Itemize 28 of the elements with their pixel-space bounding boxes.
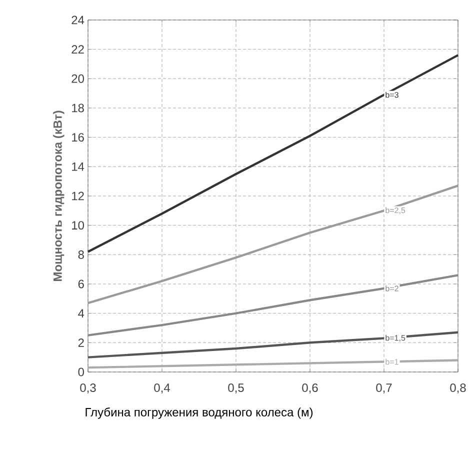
series-label: b=3 — [386, 92, 398, 98]
y-tick-label: 18 — [72, 104, 84, 112]
x-tick-label: 0,8 — [450, 384, 466, 394]
series-label: b=2,5 — [386, 207, 406, 214]
y-tick-label: 14 — [72, 162, 84, 171]
y-tick-label: 24 — [72, 16, 84, 24]
x-axis-title: Глубина погружения водяного колеса (м) — [86, 408, 313, 419]
series-label: b=1 — [386, 358, 398, 365]
y-tick-label: 22 — [72, 45, 84, 54]
y-axis-title: Мощность гидропотока (кВт) — [53, 110, 64, 281]
x-tick-label: 0,4 — [154, 384, 170, 394]
line-series — [86, 54, 460, 253]
x-tick-label: 0,3 — [80, 384, 96, 394]
y-tick-label: 2 — [78, 338, 84, 347]
y-tick-label: 6 — [78, 280, 84, 288]
y-tick-label: 10 — [72, 221, 84, 230]
y-tick-label: 8 — [78, 250, 84, 259]
x-tick-label: 0,6 — [302, 384, 318, 394]
line-series — [86, 274, 460, 336]
x-tick-label: 0,7 — [376, 384, 392, 394]
x-tick-label: 0,5 — [228, 384, 244, 394]
y-tick-label: 16 — [72, 133, 84, 142]
series-label: b=2 — [386, 285, 398, 292]
y-tick-label: 12 — [72, 192, 84, 200]
y-tick-label: 20 — [72, 74, 84, 83]
series-label: b=1,5 — [386, 334, 406, 342]
y-tick-label: 0 — [78, 368, 84, 376]
y-tick-label: 4 — [78, 309, 84, 318]
